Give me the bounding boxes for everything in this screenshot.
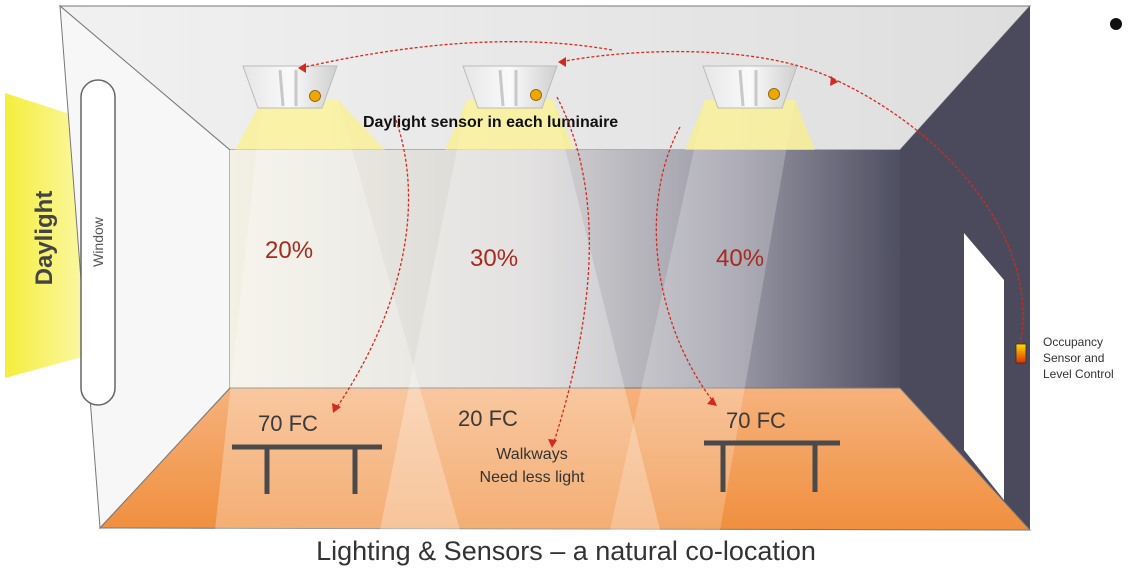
floor-level-3: 70 FC xyxy=(726,408,786,433)
bullet-icon xyxy=(1110,18,1122,30)
back-wall xyxy=(230,150,900,388)
luminaire-icon xyxy=(242,65,338,109)
floor-level-1: 70 FC xyxy=(258,411,318,436)
luminaire-icon xyxy=(702,65,798,109)
walkway-note-line1: Walkways xyxy=(496,446,567,463)
occupancy-sensor-icon xyxy=(1015,343,1027,364)
luminaire-3 xyxy=(702,65,798,109)
floor xyxy=(98,387,1032,531)
signal-arrows xyxy=(298,41,1024,448)
window-label: Window xyxy=(90,216,106,267)
floor-level-2: 20 FC xyxy=(458,406,518,431)
daylight-panel xyxy=(5,93,82,378)
sensor-dot-icon xyxy=(768,88,780,100)
luminaire-icon xyxy=(462,65,558,109)
sensor-dot-icon xyxy=(309,90,321,102)
daylight-label: Daylight xyxy=(31,191,58,286)
light-beams xyxy=(215,100,815,530)
occupancy-line2: Sensor and xyxy=(1043,351,1104,365)
sensor-dot-icon xyxy=(530,89,542,101)
window: Window xyxy=(80,79,116,406)
caption: Lighting & Sensors – a natural co-locati… xyxy=(316,536,816,566)
luminaire-2 xyxy=(462,65,558,109)
zone-percent-1: 20% xyxy=(265,237,313,264)
luminaire-1 xyxy=(242,65,338,109)
table-icon xyxy=(232,444,382,494)
zone-percent-3: 40% xyxy=(716,245,764,272)
zone-percent-2: 30% xyxy=(470,245,518,272)
walkway-note-line2: Need less light xyxy=(480,469,586,486)
sensor-label: Daylight sensor in each luminaire xyxy=(363,114,618,131)
doorway xyxy=(964,233,1004,500)
occupancy-line1: Occupancy xyxy=(1043,335,1103,349)
occupancy-line3: Level Control xyxy=(1043,367,1114,381)
table-icon xyxy=(704,440,840,492)
